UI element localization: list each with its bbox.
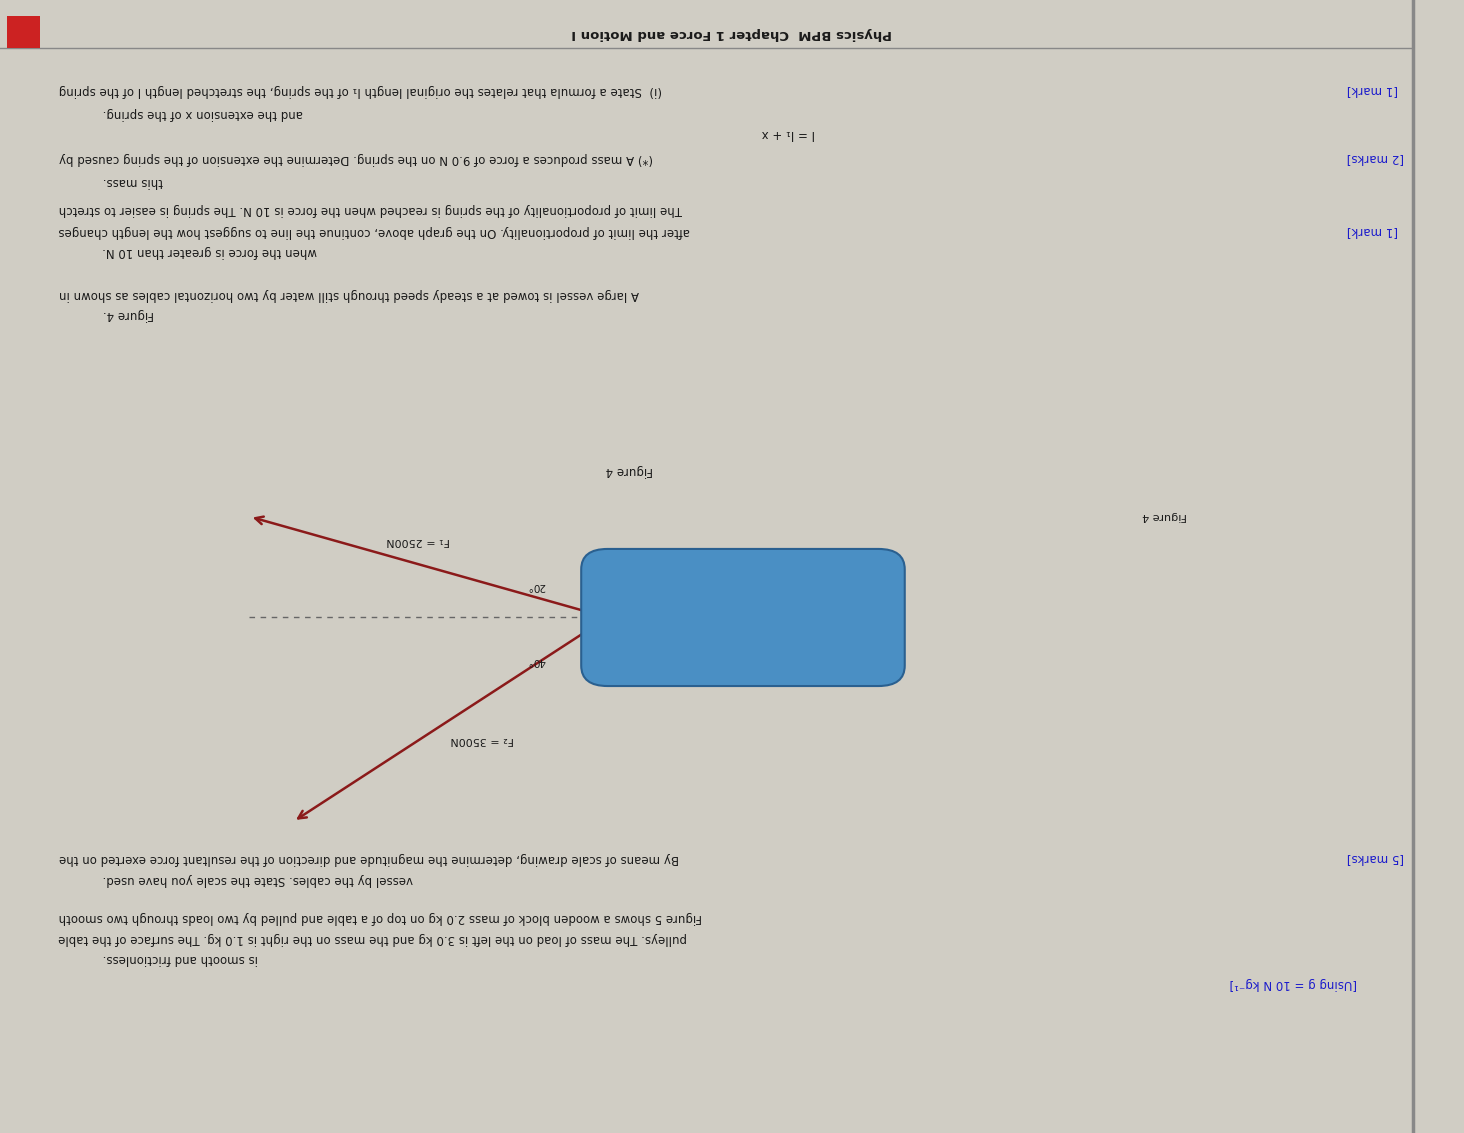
Text: [5 marks]: [5 marks]: [1347, 852, 1404, 866]
Text: [Using g = 10 N kg⁻¹]: [Using g = 10 N kg⁻¹]: [1230, 977, 1357, 990]
Text: is smooth and frictionless.: is smooth and frictionless.: [102, 952, 258, 965]
Text: Figure 4: Figure 4: [606, 463, 653, 477]
Text: vessel by the cables. State the scale you have used.: vessel by the cables. State the scale yo…: [102, 872, 413, 886]
Text: Figure 5 shows a wooden block of mass 2.0 kg on top of a table and pulled by two: Figure 5 shows a wooden block of mass 2.…: [59, 911, 701, 925]
Text: (*) A mass produces a force of 9.0 N on the spring. Determine the extension of t: (*) A mass produces a force of 9.0 N on …: [59, 152, 653, 165]
Text: after the limit of proportionality. On the graph above, continue the line to sug: after the limit of proportionality. On t…: [59, 224, 690, 238]
Text: The limit of proportionality of the spring is reached when the force is 10 N. Th: The limit of proportionality of the spri…: [59, 203, 682, 216]
Text: [2 marks]: [2 marks]: [1347, 152, 1404, 165]
Text: this mass.: this mass.: [102, 174, 163, 188]
Text: 20°: 20°: [527, 581, 546, 590]
Text: Figure 4: Figure 4: [1142, 511, 1187, 520]
Text: F₂ = 3500N: F₂ = 3500N: [451, 735, 514, 744]
Text: when the force is greater than 10 N.: when the force is greater than 10 N.: [102, 245, 318, 258]
Text: [1 mark]: [1 mark]: [1347, 224, 1398, 238]
Bar: [7, 16, 40, 48]
Text: and the extension x of the spring.: and the extension x of the spring.: [102, 107, 303, 120]
Text: Figure 4.: Figure 4.: [102, 308, 154, 322]
Text: (i)  State a formula that relates the original length l₁ of the spring, the stre: (i) State a formula that relates the ori…: [59, 84, 662, 97]
Text: [1 mark]: [1 mark]: [1347, 84, 1398, 97]
Text: A large vessel is towed at a steady speed through still water by two horizontal : A large vessel is towed at a steady spee…: [59, 288, 638, 301]
Text: By means of scale drawing, determine the magnitude and direction of the resultan: By means of scale drawing, determine the…: [59, 852, 678, 866]
Text: pulleys. The mass of load on the left is 3.0 kg and the mass on the right is 1.0: pulleys. The mass of load on the left is…: [59, 931, 688, 945]
Text: 40°: 40°: [527, 656, 546, 665]
FancyBboxPatch shape: [581, 548, 905, 685]
Text: Physics BPM  Chapter 1 Force and Motion I: Physics BPM Chapter 1 Force and Motion I: [571, 27, 893, 41]
Text: F₁ = 2500N: F₁ = 2500N: [386, 536, 449, 546]
Text: l = l₁ + x: l = l₁ + x: [761, 127, 814, 140]
